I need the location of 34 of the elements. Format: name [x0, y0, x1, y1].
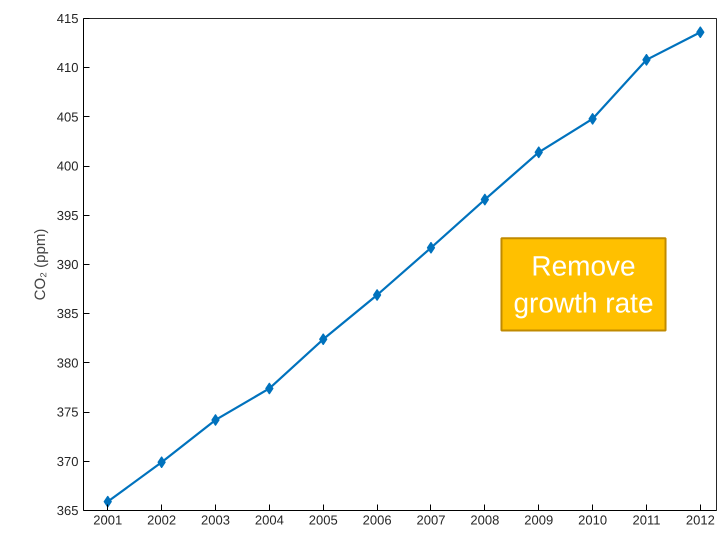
- x-tick-label: 2008: [470, 512, 500, 528]
- point: [480, 194, 490, 206]
- y-tick-label: 370: [56, 454, 79, 469]
- y-tick-label: 400: [56, 158, 79, 174]
- y-axis-title: CO₂ (ppm): [32, 228, 49, 300]
- point: [211, 414, 220, 426]
- point: [426, 242, 436, 254]
- y-tick-label: 380: [56, 355, 79, 370]
- point: [588, 112, 597, 125]
- point: [642, 54, 651, 66]
- y-tick-label: 365: [56, 503, 79, 518]
- y-tick-label: 410: [56, 60, 79, 76]
- x-tick-label: 2001: [93, 512, 122, 528]
- y-tick-label: 390: [56, 257, 79, 272]
- point: [696, 26, 705, 38]
- x-tick-label: 2002: [147, 512, 176, 528]
- x-tick-label: 2012: [686, 512, 715, 528]
- point: [265, 382, 274, 394]
- y-tick-label: 385: [56, 306, 79, 322]
- x-tick-label: 2010: [578, 512, 608, 528]
- y-tick-label: 395: [56, 208, 79, 223]
- x-tick-label: 2009: [524, 512, 554, 528]
- x-tick-label: 2006: [362, 512, 392, 528]
- point: [372, 289, 382, 302]
- x-tick-label: 2005: [308, 512, 338, 528]
- x-tick-label: 2007: [416, 512, 446, 528]
- x-tick-label: 2004: [254, 512, 284, 528]
- x-tick-label: 2011: [632, 512, 660, 528]
- y-tick-label: 375: [56, 404, 79, 420]
- x-tick-label: 2003: [201, 512, 230, 528]
- y-tick-label: 415: [56, 11, 79, 26]
- annotation: Remove growth rate: [513, 250, 654, 318]
- y-tick-label: 405: [56, 109, 79, 124]
- point: [157, 456, 166, 468]
